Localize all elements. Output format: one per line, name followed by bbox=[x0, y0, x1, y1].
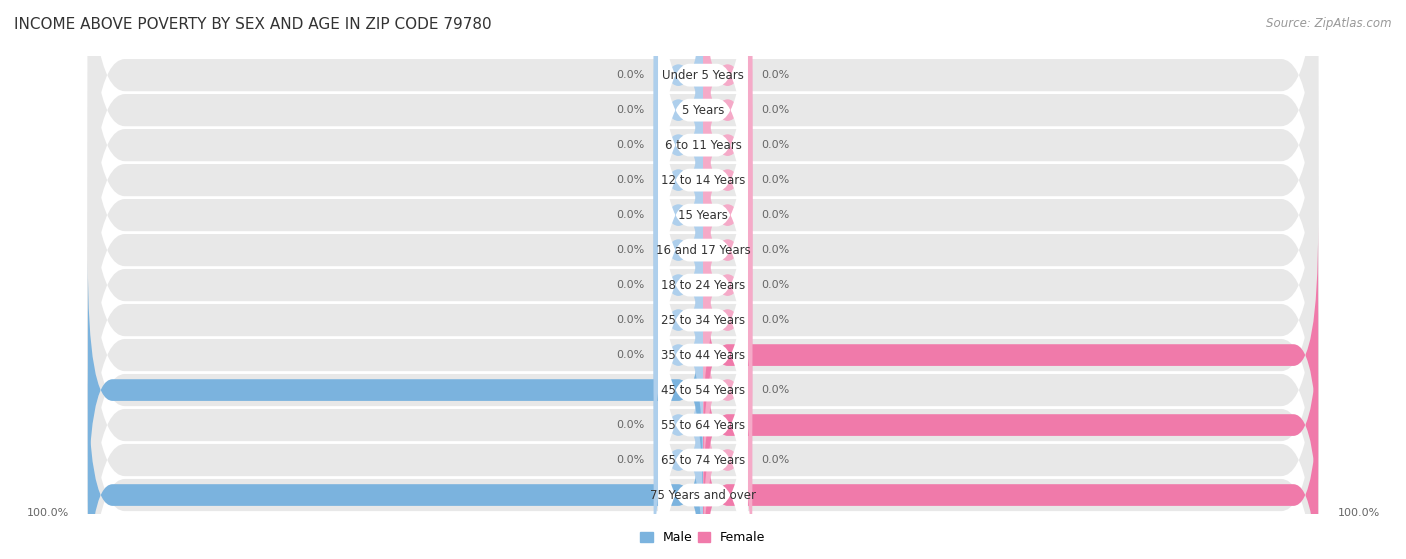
FancyBboxPatch shape bbox=[658, 0, 748, 309]
FancyBboxPatch shape bbox=[654, 51, 703, 309]
Text: 0.0%: 0.0% bbox=[762, 140, 790, 150]
FancyBboxPatch shape bbox=[703, 156, 752, 414]
FancyBboxPatch shape bbox=[703, 296, 1319, 554]
FancyBboxPatch shape bbox=[654, 331, 703, 559]
FancyBboxPatch shape bbox=[658, 0, 748, 274]
FancyBboxPatch shape bbox=[703, 366, 1319, 559]
FancyBboxPatch shape bbox=[654, 156, 703, 414]
FancyBboxPatch shape bbox=[658, 17, 748, 344]
FancyBboxPatch shape bbox=[87, 126, 1319, 514]
Text: 0.0%: 0.0% bbox=[616, 105, 644, 115]
FancyBboxPatch shape bbox=[658, 262, 748, 559]
Text: 100.0%: 100.0% bbox=[1327, 490, 1374, 500]
FancyBboxPatch shape bbox=[703, 261, 752, 519]
FancyBboxPatch shape bbox=[87, 0, 1319, 269]
Legend: Male, Female: Male, Female bbox=[636, 526, 770, 549]
Text: 55 to 64 Years: 55 to 64 Years bbox=[661, 419, 745, 432]
Text: 0.0%: 0.0% bbox=[616, 210, 644, 220]
Text: 65 to 74 Years: 65 to 74 Years bbox=[661, 453, 745, 467]
Text: 0.0%: 0.0% bbox=[762, 385, 790, 395]
FancyBboxPatch shape bbox=[654, 191, 703, 449]
Text: 0.0%: 0.0% bbox=[616, 70, 644, 80]
Text: 15 Years: 15 Years bbox=[678, 209, 728, 221]
Text: 0.0%: 0.0% bbox=[762, 175, 790, 185]
FancyBboxPatch shape bbox=[658, 226, 748, 553]
FancyBboxPatch shape bbox=[658, 87, 748, 414]
Text: 25 to 34 Years: 25 to 34 Years bbox=[661, 314, 745, 326]
Text: 0.0%: 0.0% bbox=[616, 280, 644, 290]
FancyBboxPatch shape bbox=[87, 0, 1319, 304]
Text: 12 to 14 Years: 12 to 14 Years bbox=[661, 174, 745, 187]
Text: 100.0%: 100.0% bbox=[1337, 508, 1379, 518]
Text: 6 to 11 Years: 6 to 11 Years bbox=[665, 139, 741, 151]
FancyBboxPatch shape bbox=[87, 366, 703, 559]
Text: 0.0%: 0.0% bbox=[616, 420, 644, 430]
FancyBboxPatch shape bbox=[87, 261, 703, 519]
Text: 0.0%: 0.0% bbox=[762, 210, 790, 220]
FancyBboxPatch shape bbox=[703, 226, 1319, 484]
FancyBboxPatch shape bbox=[658, 0, 748, 239]
Text: 0.0%: 0.0% bbox=[616, 350, 644, 360]
Text: 0.0%: 0.0% bbox=[762, 315, 790, 325]
Text: 100.0%: 100.0% bbox=[32, 385, 79, 395]
FancyBboxPatch shape bbox=[703, 121, 752, 379]
Text: 0.0%: 0.0% bbox=[762, 280, 790, 290]
FancyBboxPatch shape bbox=[703, 331, 752, 559]
FancyBboxPatch shape bbox=[658, 331, 748, 559]
Text: Source: ZipAtlas.com: Source: ZipAtlas.com bbox=[1267, 17, 1392, 30]
Text: 100.0%: 100.0% bbox=[1327, 420, 1374, 430]
Text: INCOME ABOVE POVERTY BY SEX AND AGE IN ZIP CODE 79780: INCOME ABOVE POVERTY BY SEX AND AGE IN Z… bbox=[14, 17, 492, 32]
Text: 0.0%: 0.0% bbox=[616, 245, 644, 255]
Text: 0.0%: 0.0% bbox=[762, 105, 790, 115]
FancyBboxPatch shape bbox=[87, 161, 1319, 549]
Text: 100.0%: 100.0% bbox=[1327, 350, 1374, 360]
Text: 75 Years and over: 75 Years and over bbox=[650, 489, 756, 501]
FancyBboxPatch shape bbox=[87, 196, 1319, 559]
FancyBboxPatch shape bbox=[703, 86, 752, 344]
FancyBboxPatch shape bbox=[654, 121, 703, 379]
FancyBboxPatch shape bbox=[87, 91, 1319, 479]
Text: 0.0%: 0.0% bbox=[616, 315, 644, 325]
FancyBboxPatch shape bbox=[654, 16, 703, 274]
Text: Under 5 Years: Under 5 Years bbox=[662, 69, 744, 82]
FancyBboxPatch shape bbox=[654, 86, 703, 344]
Text: 5 Years: 5 Years bbox=[682, 103, 724, 117]
Text: 35 to 44 Years: 35 to 44 Years bbox=[661, 349, 745, 362]
FancyBboxPatch shape bbox=[87, 301, 1319, 559]
FancyBboxPatch shape bbox=[658, 51, 748, 378]
FancyBboxPatch shape bbox=[654, 0, 703, 204]
FancyBboxPatch shape bbox=[87, 21, 1319, 409]
Text: 100.0%: 100.0% bbox=[32, 490, 79, 500]
FancyBboxPatch shape bbox=[87, 56, 1319, 444]
FancyBboxPatch shape bbox=[658, 192, 748, 519]
FancyBboxPatch shape bbox=[654, 0, 703, 239]
Text: 0.0%: 0.0% bbox=[616, 455, 644, 465]
FancyBboxPatch shape bbox=[654, 296, 703, 554]
FancyBboxPatch shape bbox=[87, 231, 1319, 559]
Text: 18 to 24 Years: 18 to 24 Years bbox=[661, 278, 745, 292]
FancyBboxPatch shape bbox=[703, 0, 752, 239]
Text: 0.0%: 0.0% bbox=[616, 175, 644, 185]
Text: 16 and 17 Years: 16 and 17 Years bbox=[655, 244, 751, 257]
Text: 0.0%: 0.0% bbox=[616, 140, 644, 150]
Text: 45 to 54 Years: 45 to 54 Years bbox=[661, 383, 745, 396]
FancyBboxPatch shape bbox=[658, 296, 748, 559]
FancyBboxPatch shape bbox=[658, 157, 748, 484]
FancyBboxPatch shape bbox=[703, 191, 752, 449]
FancyBboxPatch shape bbox=[654, 226, 703, 484]
FancyBboxPatch shape bbox=[87, 0, 1319, 339]
Text: 0.0%: 0.0% bbox=[762, 455, 790, 465]
Text: 0.0%: 0.0% bbox=[762, 245, 790, 255]
FancyBboxPatch shape bbox=[703, 0, 752, 204]
FancyBboxPatch shape bbox=[87, 266, 1319, 559]
FancyBboxPatch shape bbox=[87, 0, 1319, 374]
Text: 100.0%: 100.0% bbox=[27, 508, 69, 518]
FancyBboxPatch shape bbox=[658, 121, 748, 449]
Text: 0.0%: 0.0% bbox=[762, 70, 790, 80]
FancyBboxPatch shape bbox=[703, 16, 752, 274]
FancyBboxPatch shape bbox=[703, 51, 752, 309]
